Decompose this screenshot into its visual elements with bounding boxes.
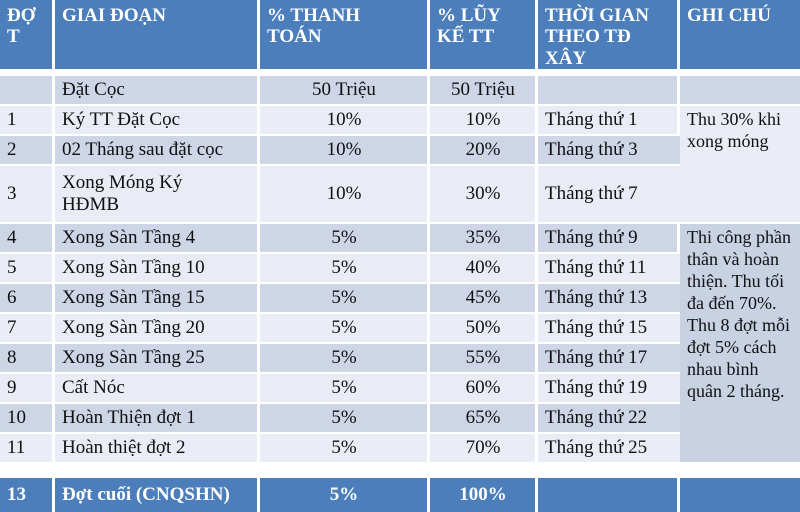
cell-phase: Hoàn thiệt đợt 2 (55, 434, 260, 465)
cell-timeline: Tháng thứ 19 (538, 374, 680, 405)
cell-timeline: Tháng thứ 15 (538, 314, 680, 345)
cell-cumulative: 50% (430, 314, 538, 345)
table-row-10: 10 Hoàn Thiện đợt 1 5% 65% Tháng thứ 22 (0, 404, 800, 435)
cell-cumulative: 45% (430, 284, 538, 315)
note-cell-deposit-phase: Thu 30% khi xong móng (680, 105, 800, 224)
col-header-timeline-label: THỜI GIAN THEO TĐ XÂY (545, 5, 649, 69)
header-row: ĐỢT GIAI ĐOẠN % THANH TOÁN % LŨY KẾ TT T… (0, 0, 800, 76)
cell-phase: Xong Sàn Tầng 25 (55, 344, 260, 375)
cell-payment: 10% (260, 135, 430, 166)
cell-payment: 10% (260, 105, 430, 136)
cell-payment: 5% (260, 477, 430, 512)
cell-cumulative: 35% (430, 223, 538, 254)
col-header-cumulative-pct: % LŨY KẾ TT (430, 0, 538, 76)
cell-timeline: Tháng thứ 25 (538, 434, 680, 465)
cell-phase: Xong Sàn Tầng 4 (55, 223, 260, 254)
cell-timeline: Tháng thứ 11 (538, 254, 680, 285)
col-header-phase: GIAI ĐOẠN (55, 0, 260, 76)
cell-payment: 5% (260, 344, 430, 375)
cell-timeline (538, 477, 680, 512)
cell-installment: 8 (0, 344, 55, 375)
cell-installment: 1 (0, 105, 55, 136)
table-row-final: 13 Đợt cuối (CNQSHN) 5% 100% (0, 477, 800, 512)
col-header-notes-label: GHI CHÚ (687, 5, 771, 26)
cell-cumulative: 100% (430, 477, 538, 512)
cell-timeline: Tháng thứ 22 (538, 404, 680, 435)
cell-phase: Xong Sàn Tầng 15 (55, 284, 260, 315)
cell-cumulative: 55% (430, 344, 538, 375)
table-row-6: 6 Xong Sàn Tầng 15 5% 45% Tháng thứ 13 (0, 284, 800, 315)
cell-cumulative: 20% (430, 135, 538, 166)
cell-timeline: Tháng thứ 17 (538, 344, 680, 375)
cell-cumulative: 65% (430, 404, 538, 435)
cell-installment: 11 (0, 434, 55, 465)
cell-phase: Xong Sàn Tầng 10 (55, 254, 260, 285)
cell-payment: 5% (260, 254, 430, 285)
table-row-7: 7 Xong Sàn Tầng 20 5% 50% Tháng thứ 15 (0, 314, 800, 345)
cell-note-empty (680, 75, 800, 106)
cell-timeline: Tháng thứ 13 (538, 284, 680, 315)
cell-timeline: Tháng thứ 9 (538, 223, 680, 254)
cell-payment: 5% (260, 404, 430, 435)
cell-timeline: Tháng thứ 1 (538, 105, 680, 136)
col-header-cumulative-pct-label: % LŨY KẾ TT (437, 5, 501, 48)
cell-installment: 9 (0, 374, 55, 405)
table-row-deposit: Đặt Cọc 50 Triệu 50 Triệu (0, 75, 800, 106)
table-row-11: 11 Hoàn thiệt đợt 2 5% 70% Tháng thứ 25 (0, 434, 800, 465)
cell-cumulative: 70% (430, 434, 538, 465)
cell-cumulative: 60% (430, 374, 538, 405)
cell-payment: 50 Triệu (260, 75, 430, 106)
col-header-timeline: THỜI GIAN THEO TĐ XÂY (538, 0, 680, 76)
cell-cumulative: 10% (430, 105, 538, 136)
cell-phase: Xong Sàn Tầng 20 (55, 314, 260, 345)
cell-installment: 2 (0, 135, 55, 166)
spacer-row (0, 464, 800, 478)
cell-cumulative: 30% (430, 165, 538, 224)
cell-installment: 6 (0, 284, 55, 315)
table-row-3: 3 Xong Móng Ký HĐMB 10% 30% Tháng thứ 7 (0, 165, 800, 224)
cell-cumulative: 40% (430, 254, 538, 285)
col-header-payment-pct: % THANH TOÁN (260, 0, 430, 76)
cell-timeline: Tháng thứ 3 (538, 135, 680, 166)
cell-installment: 4 (0, 223, 55, 254)
cell-installment: 3 (0, 165, 55, 224)
table-row-5: 5 Xong Sàn Tầng 10 5% 40% Tháng thứ 11 (0, 254, 800, 285)
cell-payment: 5% (260, 434, 430, 465)
cell-note-empty (680, 477, 800, 512)
cell-payment: 10% (260, 165, 430, 224)
table-row-2: 2 02 Tháng sau đặt cọc 10% 20% Tháng thứ… (0, 135, 800, 166)
cell-phase: Hoàn Thiện đợt 1 (55, 404, 260, 435)
col-header-installment-label: ĐỢT (7, 5, 36, 48)
cell-phase: Đặt Cọc (55, 75, 260, 106)
cell-installment: 7 (0, 314, 55, 345)
cell-phase: Cất Nóc (55, 374, 260, 405)
cell-phase: Xong Móng Ký HĐMB (55, 165, 260, 224)
cell-payment: 5% (260, 223, 430, 254)
cell-payment: 5% (260, 284, 430, 315)
cell-installment: 5 (0, 254, 55, 285)
cell-installment: 10 (0, 404, 55, 435)
cell-installment: 13 (0, 477, 55, 512)
table-row-8: 8 Xong Sàn Tầng 25 5% 55% Tháng thứ 17 (0, 344, 800, 375)
note-cell-construction-phase: Thi công phần thân và hoàn thiện. Thu tố… (680, 223, 800, 465)
cell-installment (0, 75, 55, 106)
cell-payment: 5% (260, 374, 430, 405)
cell-phase: Đợt cuối (CNQSHN) (55, 477, 260, 512)
table-row-9: 9 Cất Nóc 5% 60% Tháng thứ 19 (0, 374, 800, 405)
spacer-cell (0, 464, 800, 478)
col-header-payment-pct-label: % THANH TOÁN (267, 5, 361, 48)
col-header-phase-label: GIAI ĐOẠN (62, 5, 166, 26)
cell-cumulative: 50 Triệu (430, 75, 538, 106)
cell-payment: 5% (260, 314, 430, 345)
cell-phase: Ký TT Đặt Cọc (55, 105, 260, 136)
table-row-4: 4 Xong Sàn Tầng 4 5% 35% Tháng thứ 9 Thi… (0, 223, 800, 465)
cell-timeline (538, 75, 680, 106)
cell-timeline: Tháng thứ 7 (538, 165, 680, 224)
table-row-1: 1 Ký TT Đặt Cọc 10% 10% Tháng thứ 1 Thu … (0, 105, 800, 224)
cell-phase: 02 Tháng sau đặt cọc (55, 135, 260, 166)
col-header-installment: ĐỢT (0, 0, 55, 76)
col-header-notes: GHI CHÚ (680, 0, 800, 76)
